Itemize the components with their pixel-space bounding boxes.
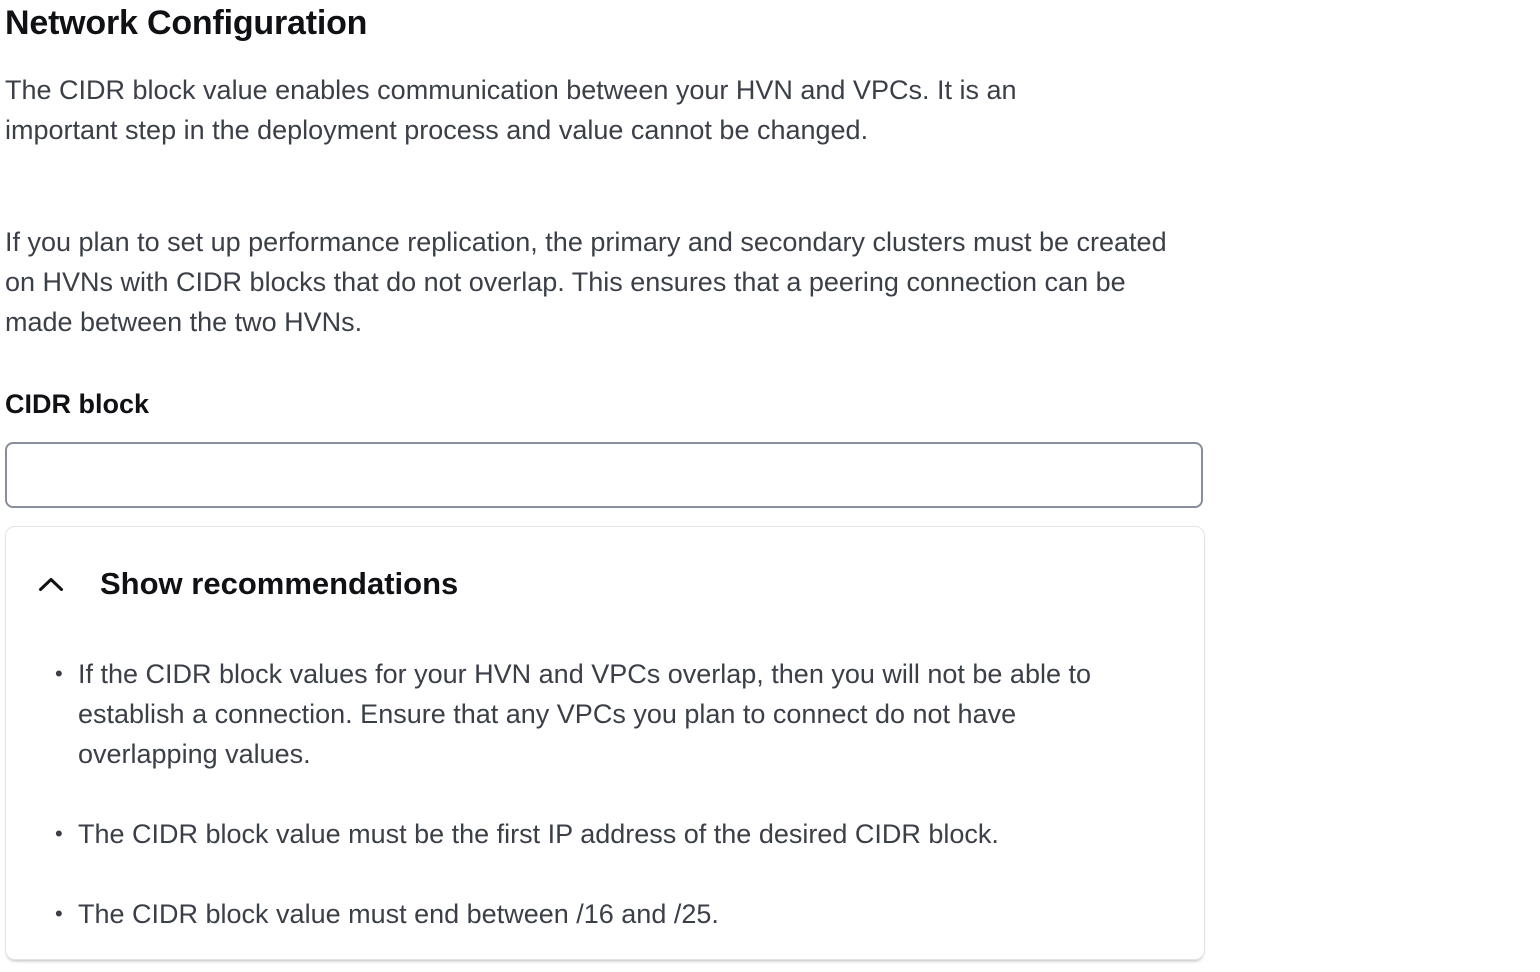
page-title: Network Configuration bbox=[5, 4, 368, 42]
recommendations-toggle-label: Show recommendations bbox=[100, 566, 459, 601]
recommendations-toggle[interactable]: Show recommendations bbox=[6, 527, 458, 599]
recommendations-list: If the CIDR block values for your HVN an… bbox=[6, 654, 1204, 959]
cidr-block-label: CIDR block bbox=[5, 389, 150, 419]
chevron-up-icon bbox=[38, 576, 64, 592]
replication-paragraph: If you plan to set up performance replic… bbox=[5, 227, 1167, 337]
recommendations-panel: Show recommendations If the CIDR block v… bbox=[5, 526, 1205, 960]
recommendation-item: The CIDR block value must be the first I… bbox=[55, 814, 1153, 854]
recommendation-item: The CIDR block value must end between /1… bbox=[55, 894, 1153, 934]
recommendation-item: If the CIDR block values for your HVN an… bbox=[55, 654, 1153, 774]
cidr-block-input[interactable] bbox=[5, 442, 1203, 508]
intro-paragraph: The CIDR block value enables communicati… bbox=[5, 75, 1017, 145]
